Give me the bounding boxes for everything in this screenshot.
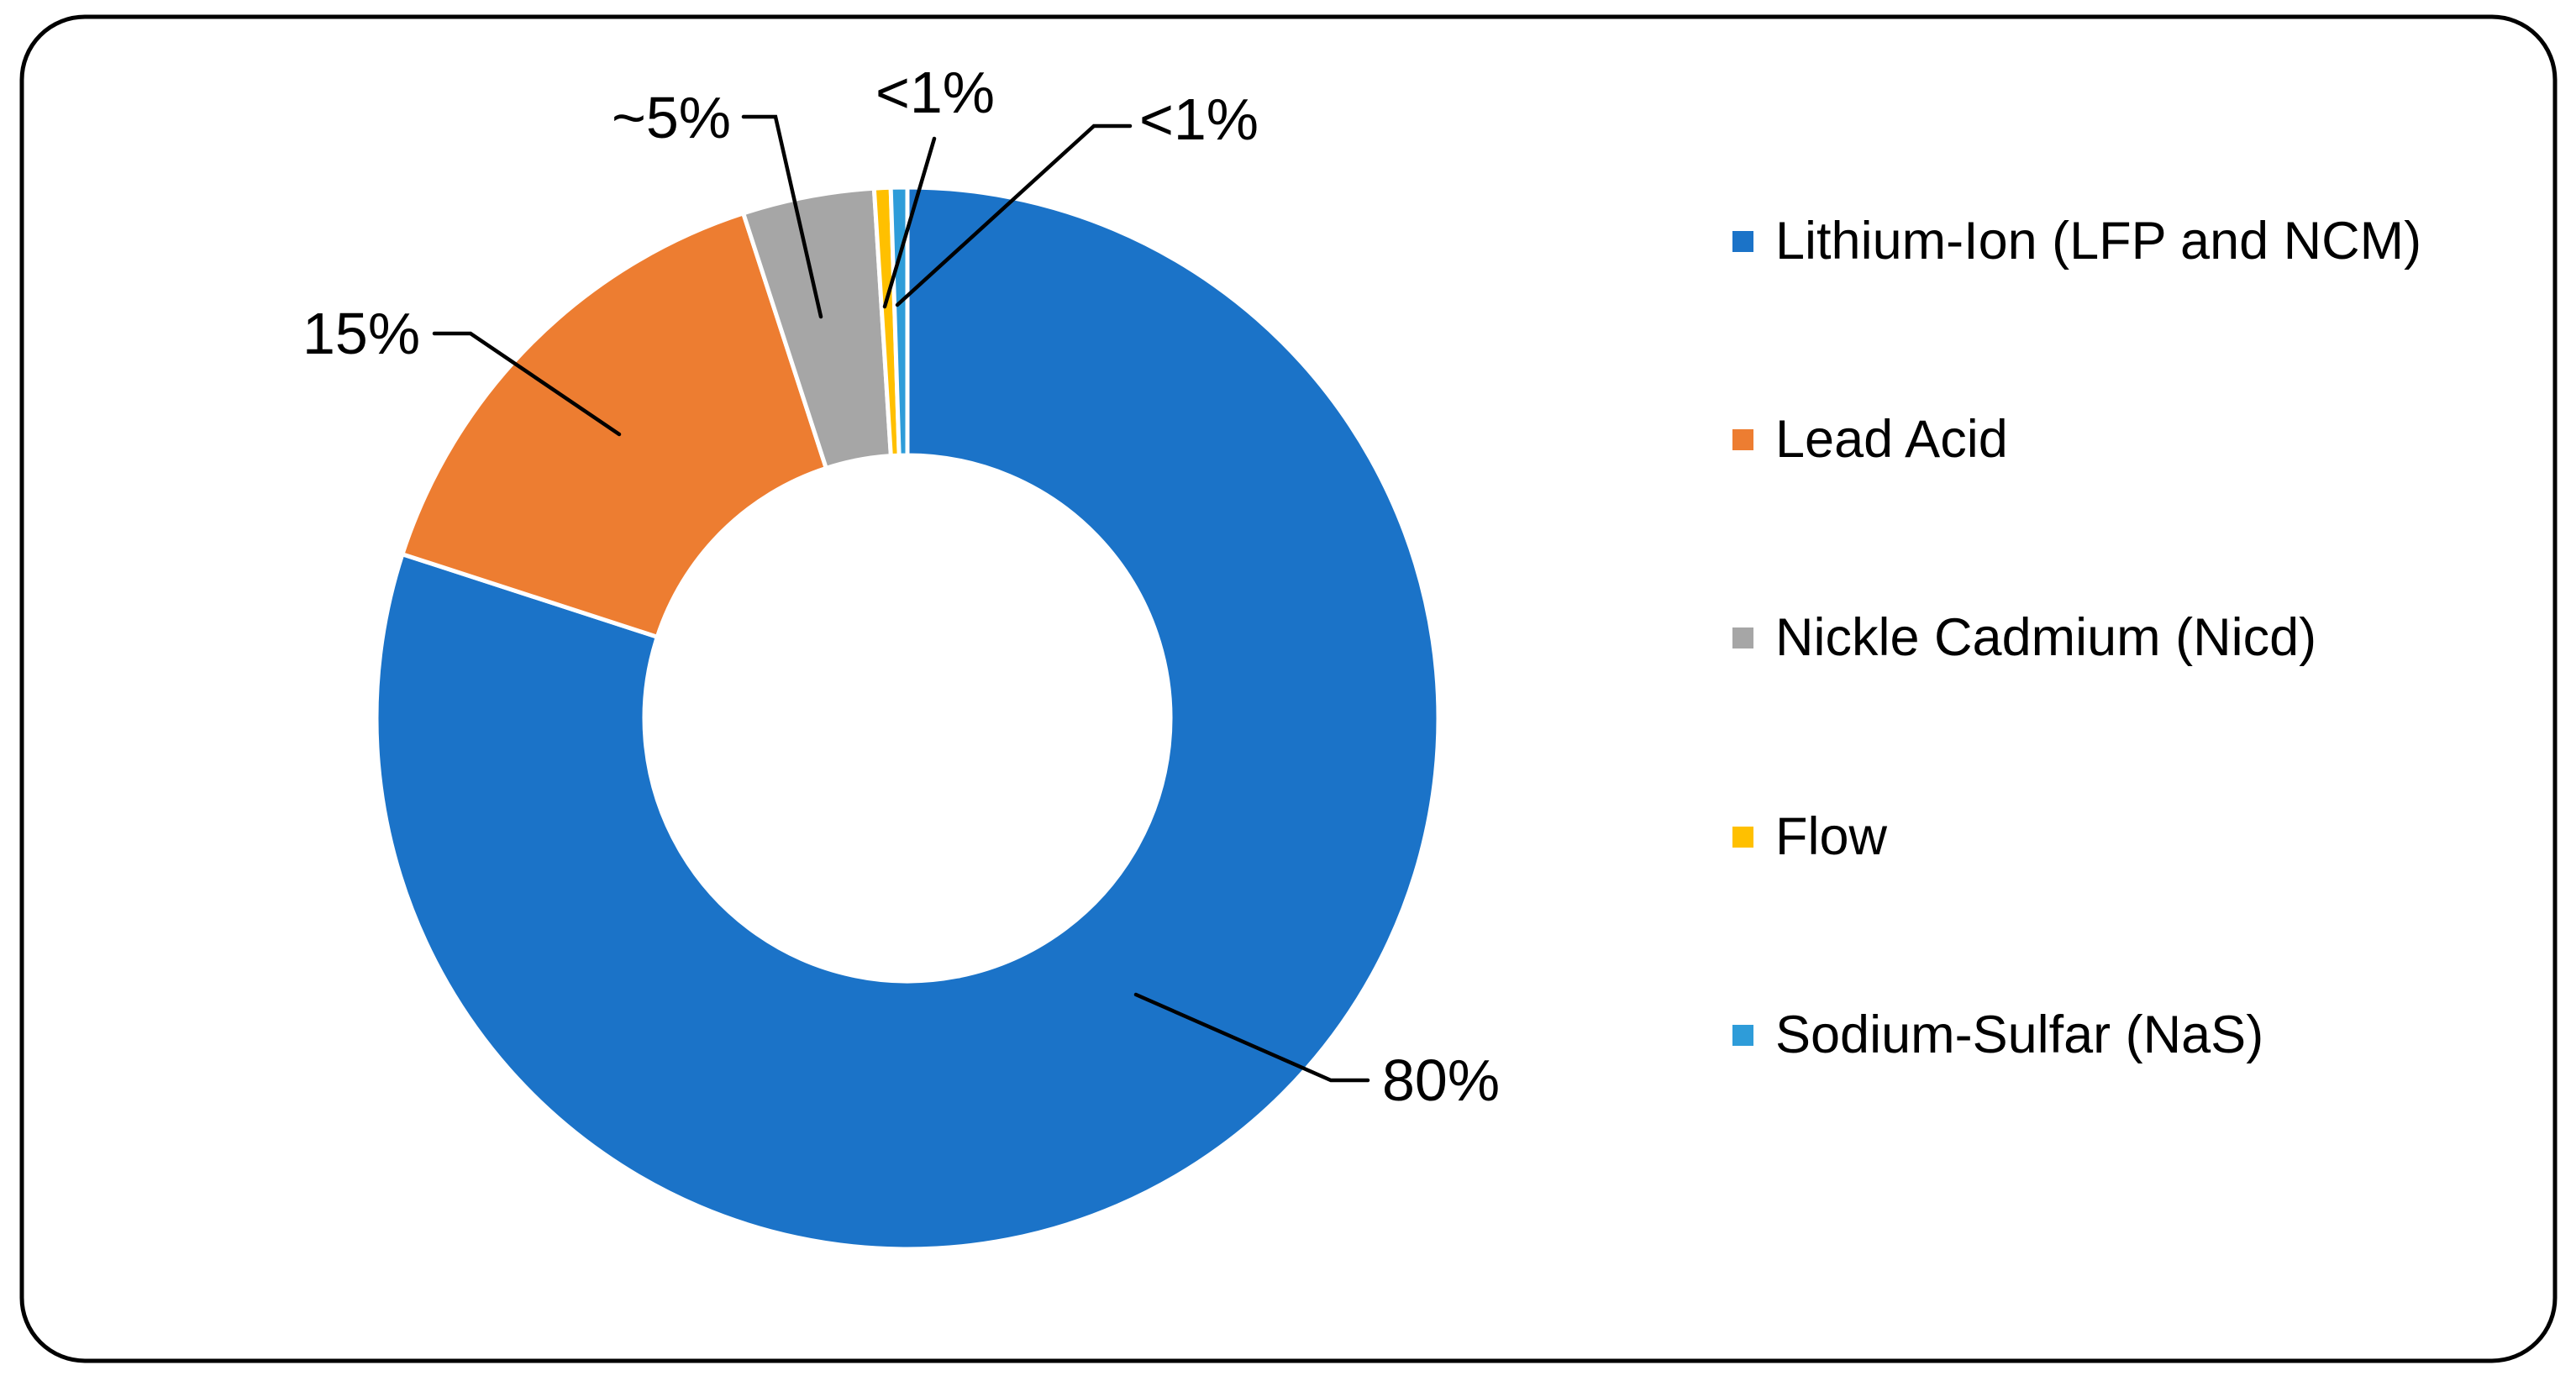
donut-slices	[374, 185, 1441, 1252]
pie-slice-lithium-ion	[374, 185, 1441, 1252]
legend-label-lithium-ion: Lithium-Ion (LFP and NCM)	[1775, 211, 2422, 270]
leader-line-lithium-ion	[1133, 992, 1370, 1083]
legend-swatch-flow	[1732, 826, 1753, 848]
legend-item-lead-acid: Lead Acid	[1732, 406, 2008, 473]
legend-label-nickle-cadmium: Nickle Cadmium (Nicd)	[1775, 607, 2317, 667]
legend-swatch-nickle-cadmium	[1732, 627, 1753, 648]
legend-label-flow: Flow	[1775, 806, 1888, 866]
leader-line-lead-acid	[432, 331, 622, 437]
data-label-lead-acid: 15%	[302, 301, 421, 366]
legend-swatch-sodium-sulfar	[1732, 1024, 1753, 1046]
leader-line-flow	[882, 136, 937, 309]
leader-line-sodium-sulfar	[895, 123, 1133, 307]
legend-item-sodium-sulfar: Sodium-Sulfar (NaS)	[1732, 1001, 2263, 1069]
pie-slice-sodium-sulfar	[888, 185, 910, 458]
legend-swatch-lead-acid	[1732, 428, 1753, 450]
legend-label-sodium-sulfar: Sodium-Sulfar (NaS)	[1775, 1005, 2264, 1064]
pie-slice-lead-acid	[400, 211, 828, 639]
data-label-lithium-ion: 80%	[1382, 1048, 1501, 1113]
data-label-nickle-cadmium: ~5%	[612, 85, 732, 150]
figure-border	[19, 14, 2558, 1363]
data-label-sodium-sulfar: <1%	[1139, 87, 1259, 152]
legend-item-nickle-cadmium: Nickle Cadmium (Nicd)	[1732, 604, 2316, 671]
data-label-flow: <1%	[875, 60, 996, 125]
legend-item-lithium-ion: Lithium-Ion (LFP and NCM)	[1732, 207, 2421, 275]
legend-swatch-lithium-ion	[1732, 230, 1753, 252]
legend-label-lead-acid: Lead Acid	[1775, 409, 2008, 469]
legend-item-flow: Flow	[1732, 803, 1887, 870]
leader-line-nickle-cadmium	[741, 114, 823, 319]
leader-lines	[432, 114, 1370, 1083]
